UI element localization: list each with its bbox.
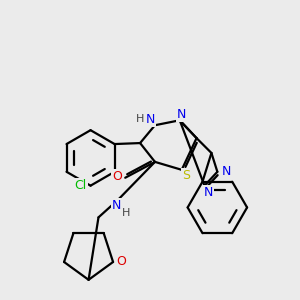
Text: N: N — [112, 199, 121, 212]
Text: N: N — [145, 113, 155, 126]
Text: O: O — [112, 170, 122, 183]
Text: N: N — [222, 165, 231, 178]
Text: O: O — [116, 256, 126, 268]
Text: N: N — [177, 108, 186, 121]
Text: N: N — [204, 186, 213, 199]
Text: S: S — [182, 169, 190, 182]
Text: Cl: Cl — [74, 179, 87, 192]
Text: H: H — [136, 114, 144, 124]
Text: H: H — [122, 208, 130, 218]
